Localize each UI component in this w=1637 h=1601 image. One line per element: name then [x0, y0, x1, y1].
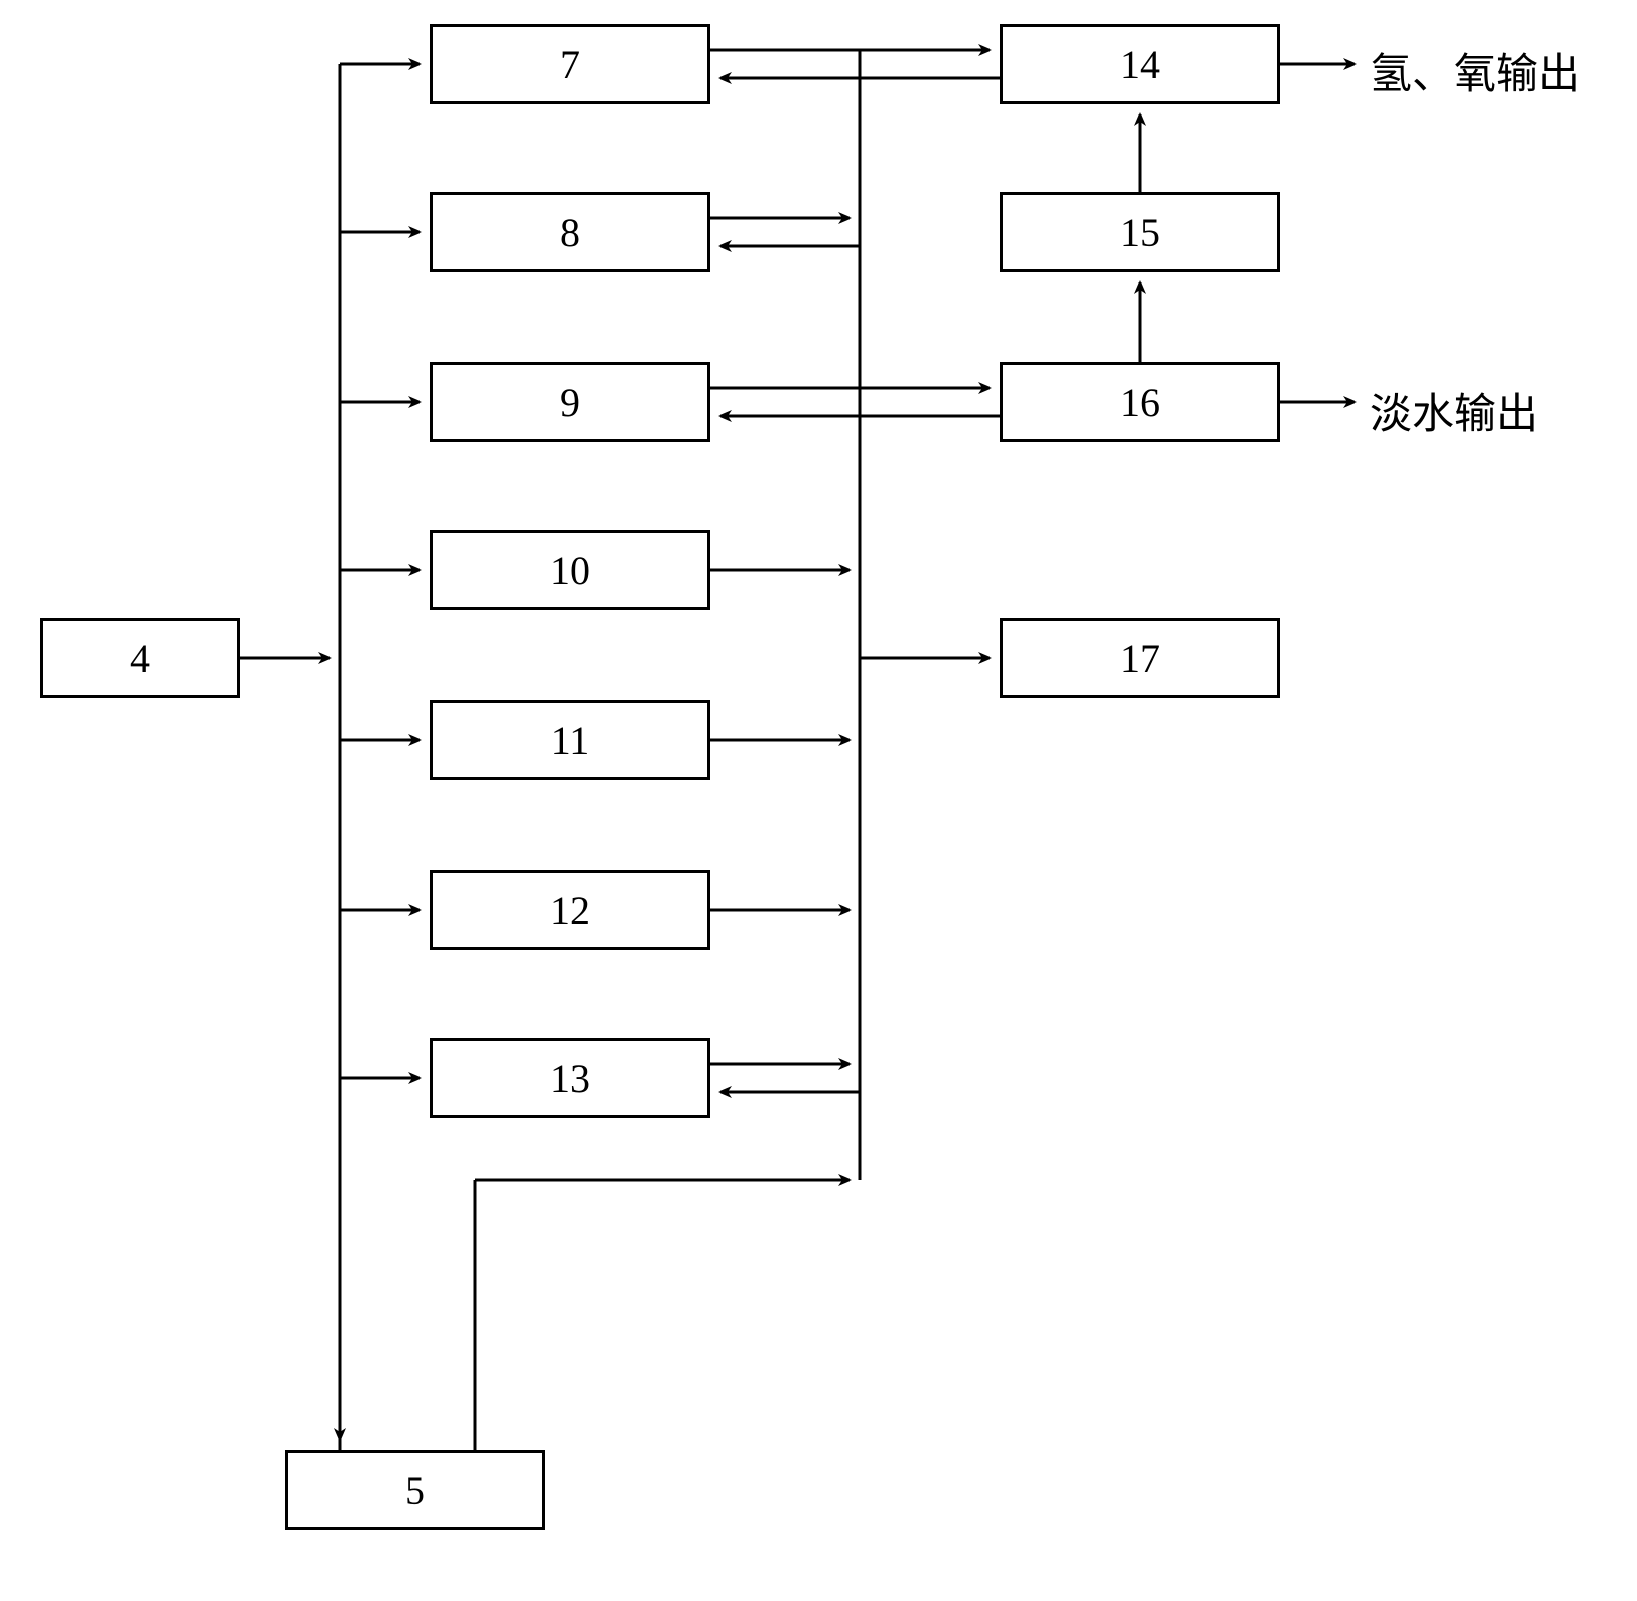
box-17-label: 17: [1120, 635, 1160, 682]
box-14: 14: [1000, 24, 1280, 104]
box-7-label: 7: [560, 41, 580, 88]
box-7: 7: [430, 24, 710, 104]
box-14-label: 14: [1120, 41, 1160, 88]
box-13-label: 13: [550, 1055, 590, 1102]
label-freshwater-output: 淡水输出: [1370, 380, 1538, 441]
box-15-label: 15: [1120, 209, 1160, 256]
box-17: 17: [1000, 618, 1280, 698]
box-12-label: 12: [550, 887, 590, 934]
box-15: 15: [1000, 192, 1280, 272]
box-4: 4: [40, 618, 240, 698]
box-8-label: 8: [560, 209, 580, 256]
box-11-label: 11: [551, 717, 590, 764]
box-8: 8: [430, 192, 710, 272]
box-5: 5: [285, 1450, 545, 1530]
box-9: 9: [430, 362, 710, 442]
box-16-label: 16: [1120, 379, 1160, 426]
label-hydrogen-oxygen-output: 氢、氧输出: [1370, 40, 1580, 101]
box-4-label: 4: [130, 635, 150, 682]
box-10-label: 10: [550, 547, 590, 594]
diagram-canvas: 4 5 7 8 9 10 11 12 13 14 15 16 17 氢、氧输出 …: [0, 0, 1637, 1601]
connector-layer: [0, 0, 1637, 1601]
box-12: 12: [430, 870, 710, 950]
box-10: 10: [430, 530, 710, 610]
box-16: 16: [1000, 362, 1280, 442]
box-11: 11: [430, 700, 710, 780]
box-9-label: 9: [560, 379, 580, 426]
box-13: 13: [430, 1038, 710, 1118]
box-5-label: 5: [405, 1467, 425, 1514]
